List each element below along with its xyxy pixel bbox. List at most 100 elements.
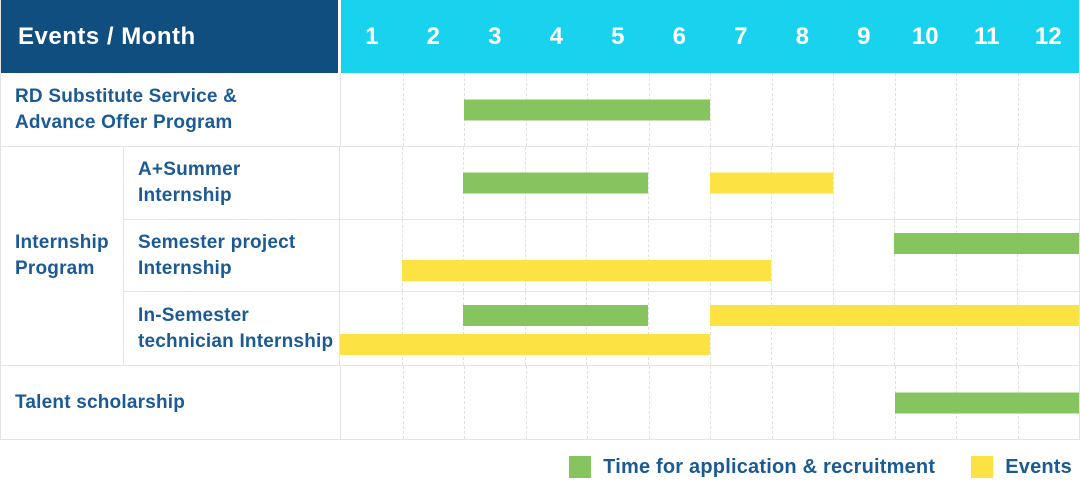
month-gridline	[1017, 292, 1019, 365]
month-header-7: 7	[734, 22, 748, 50]
table-header-title-cell: Events / Month	[1, 0, 341, 73]
month-gridline	[524, 292, 526, 365]
month-gridline	[648, 366, 650, 439]
month-gridline	[401, 219, 403, 292]
table-row-in-semester-technician-internship: In-Semester technician Internship	[124, 292, 1079, 365]
table-row-rd-substitute: RD Substitute Service & Advance Offer Pr…	[1, 73, 1079, 147]
gantt-bar-green	[894, 232, 1079, 254]
month-gridline	[771, 366, 773, 439]
group-label-internship-program: Internship Program	[1, 147, 124, 365]
month-gridline	[955, 147, 957, 219]
gantt-track-in-semester-technician-internship	[340, 292, 1079, 365]
table-row-talent-scholarship: Talent scholarship	[1, 366, 1079, 439]
row-label-in-semester-technician-internship: In-Semester technician Internship	[124, 292, 340, 365]
row-label-line: Semester project	[138, 231, 296, 253]
row-label-a-summer-internship: A+Summer Internship	[124, 147, 340, 219]
row-label-line: Internship	[138, 184, 232, 206]
row-label-line: In-Semester	[138, 304, 249, 326]
gantt-bar-green	[463, 305, 648, 327]
month-gridline	[647, 219, 649, 292]
gantt-bar-green	[894, 392, 1079, 413]
table-row-a-summer-internship: A+Summer Internship	[124, 147, 1079, 220]
month-gridline	[402, 73, 404, 146]
row-label-line: Internship	[138, 257, 232, 279]
month-header-2: 2	[426, 22, 440, 50]
legend-label: Events	[1005, 455, 1072, 478]
month-header-8: 8	[795, 22, 809, 50]
green-swatch-icon	[569, 456, 592, 478]
month-gridline	[401, 147, 403, 219]
table-header-row: Events / Month 1 2 3 4 5 6 7 8 9 10 11 12	[1, 0, 1079, 73]
group-label-line: Internship	[15, 232, 109, 253]
month-gridline	[955, 219, 957, 292]
month-gridline	[832, 219, 834, 292]
gantt-track-a-summer-internship	[340, 147, 1079, 219]
month-gridline	[833, 366, 834, 439]
row-label-talent-scholarship: Talent scholarship	[1, 366, 341, 439]
gantt-track-rd-substitute	[341, 73, 1079, 146]
row-label-line: RD Substitute Service &	[15, 85, 238, 107]
legend-label: Time for application & recruitment	[603, 455, 936, 478]
gantt-bar-yellow	[401, 260, 772, 282]
month-gridline	[894, 147, 896, 219]
gantt-bar-green	[463, 172, 648, 194]
month-header-11: 11	[974, 22, 1000, 50]
month-gridline	[401, 292, 403, 365]
month-gridline	[832, 147, 834, 219]
month-gridline	[586, 292, 588, 365]
gantt-track-semester-project-internship	[340, 219, 1079, 292]
month-header-9: 9	[857, 22, 871, 50]
group-body: A+Summer Internship Semester project Int…	[124, 147, 1079, 365]
month-header-5: 5	[611, 22, 625, 50]
gantt-bar-yellow	[709, 172, 833, 194]
month-gridline	[894, 73, 896, 146]
month-gridline	[709, 292, 711, 365]
month-gridline	[709, 219, 711, 292]
month-gridline	[771, 73, 773, 146]
month-gridline	[586, 219, 588, 292]
row-label-line: Talent scholarship	[15, 391, 186, 413]
month-gridline	[955, 292, 957, 365]
month-gridline	[771, 292, 773, 365]
month-gridline	[587, 366, 588, 439]
month-gridline	[832, 292, 834, 365]
table-group-internship-program: Internship Program A+Summer Internship S…	[1, 147, 1079, 366]
month-gridline	[1017, 147, 1019, 219]
month-gridline	[833, 73, 834, 146]
row-label-semester-project-internship: Semester project Internship	[124, 219, 340, 292]
legend-item-application-recruitment: Time for application & recruitment	[569, 456, 935, 479]
gantt-bar-yellow	[340, 334, 710, 355]
month-gridline	[710, 73, 711, 146]
month-gridline	[894, 219, 896, 292]
gantt-bar-yellow	[709, 305, 1079, 327]
month-gridline	[771, 219, 773, 292]
table-row-semester-project-internship: Semester project Internship	[124, 219, 1079, 293]
row-label-rd-substitute: RD Substitute Service & Advance Offer Pr…	[1, 73, 341, 146]
month-gridline	[710, 366, 711, 439]
month-header-12: 12	[1034, 22, 1062, 50]
table-title: Events / Month	[18, 22, 196, 50]
gantt-bar-green	[464, 99, 710, 120]
gantt-track-talent-scholarship	[341, 366, 1079, 439]
month-header-10: 10	[911, 22, 939, 50]
month-gridline	[524, 219, 526, 292]
legend-item-events: Events	[971, 456, 1072, 479]
month-header-6: 6	[672, 22, 686, 50]
chart-legend: Time for application & recruitment Event…	[0, 440, 1080, 494]
month-gridline	[464, 366, 465, 439]
month-gridline	[647, 147, 649, 219]
month-gridline	[1017, 73, 1019, 146]
month-gridline	[894, 292, 896, 365]
month-gridline	[1017, 219, 1019, 292]
month-gridline	[402, 366, 404, 439]
row-label-line: technician Internship	[138, 330, 334, 352]
group-label-line: Program	[15, 258, 95, 279]
month-header-1: 1	[365, 22, 379, 50]
month-gridline	[463, 292, 465, 365]
month-header-3: 3	[488, 22, 502, 50]
month-header-4: 4	[549, 22, 563, 50]
row-label-line: A+Summer	[138, 158, 241, 180]
row-label-line: Advance Offer Program	[15, 111, 233, 133]
month-gridline	[647, 292, 649, 365]
